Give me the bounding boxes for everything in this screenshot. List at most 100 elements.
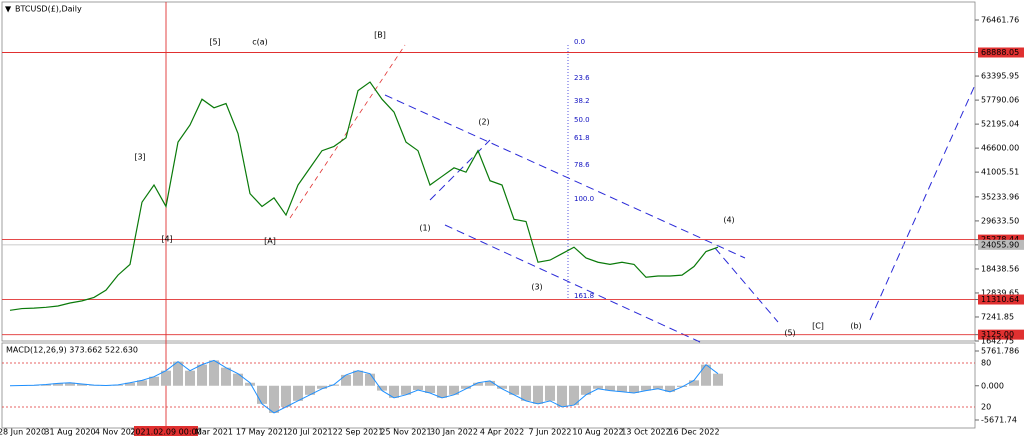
x-tick-label: Mar 2021 (195, 428, 233, 437)
fib-label: 78.6 (574, 161, 590, 169)
macd-bar (653, 385, 663, 389)
macd-bar (353, 370, 363, 386)
macd-bar (221, 367, 231, 386)
macd-bar (497, 385, 507, 389)
macd-bar (53, 383, 63, 386)
wave-label: [B] (374, 31, 386, 40)
macd-bar (389, 385, 399, 398)
y-tick-label: 41005.51 (981, 168, 1019, 177)
channel-line (869, 84, 976, 321)
y-tick-label: 25278.44 (981, 235, 1019, 244)
macd-bar (581, 385, 591, 395)
macd-bar (689, 380, 699, 386)
macd-bar (149, 376, 159, 386)
macd-bar (185, 370, 195, 386)
macd-bar (557, 385, 567, 407)
chart-title: BTCUSD(£),Daily (15, 5, 82, 14)
y-tick-label: 29633.50 (981, 216, 1019, 225)
x-tick-label: 2021.02.09 00:00 (130, 428, 201, 437)
x-tick-label: 17 May 2021 (236, 428, 288, 437)
level-box (978, 329, 1024, 340)
y-tick-label: 57790.06 (981, 96, 1019, 105)
x-tick-label: 20 Jul 2021 (287, 428, 332, 437)
macd-bar (677, 385, 687, 387)
macd-bar (341, 374, 351, 386)
wave-label: [C] (812, 322, 824, 331)
macd-bar (209, 360, 219, 386)
wave-label: c(a) (252, 38, 268, 47)
y-tick-label: 18438.56 (981, 264, 1019, 273)
wave-label: (1) (419, 224, 430, 233)
macd-bar (293, 385, 303, 401)
y-tick-label: 24055.90 (981, 240, 1019, 249)
wave-label: (b) (850, 322, 861, 331)
wave-label: (5) (784, 329, 795, 338)
level-box (978, 234, 1024, 245)
macd-bar (437, 385, 447, 398)
macd-bar (77, 383, 87, 386)
x-tick-label: 16 Dec 2022 (668, 428, 719, 437)
channel-line (714, 247, 779, 323)
wave-label: [5] (209, 38, 220, 47)
macd-bar (413, 385, 423, 390)
crosshair-box (134, 426, 198, 436)
macd-bar (461, 385, 471, 389)
level-box (978, 294, 1024, 305)
wave-label: (2) (478, 118, 489, 127)
macd-bar (365, 373, 375, 386)
fib-label: 100.0 (574, 195, 594, 203)
x-tick-label: 10 Aug 2022 (572, 428, 623, 437)
macd-bar (197, 364, 207, 386)
wave-label: [3] (134, 153, 145, 162)
macd-bar (521, 385, 531, 401)
macd-bar (473, 382, 483, 386)
macd-bar (605, 385, 615, 391)
fib-label: 23.6 (574, 74, 590, 82)
macd-bar (305, 385, 315, 395)
wave-label: [4] (161, 235, 172, 244)
x-tick-label: 25 Nov 2021 (380, 428, 431, 437)
fib-label: 161.8 (574, 292, 594, 300)
main-frame (1, 1, 976, 342)
channel-line (384, 94, 746, 259)
macd-bar (401, 385, 411, 395)
y-tick-label: 68888.05 (981, 48, 1019, 57)
macd-bar (65, 382, 75, 386)
fib-label: 0.0 (574, 38, 585, 46)
macd-tick-label: 0.000 (981, 381, 1004, 390)
macd-bar (137, 380, 147, 386)
macd-level-label: 20 (981, 403, 991, 412)
wave-label: (3) (531, 283, 542, 292)
macd-bar (425, 385, 435, 393)
macd-bar (545, 385, 555, 401)
macd-bar (617, 385, 627, 392)
macd-bar (629, 385, 639, 393)
macd-bar (245, 382, 255, 386)
price-line (9, 81, 719, 311)
x-tick-label: 7 Jun 2022 (528, 428, 571, 437)
macd-bar (485, 380, 495, 386)
x-tick-label: 4 Nov 2020 (95, 428, 141, 437)
x-tick-label: 28 Jun 2020 (0, 428, 46, 437)
y-tick-label: 11310.64 (981, 295, 1019, 304)
macd-bar (173, 361, 183, 386)
fib-label: 38.2 (574, 97, 590, 105)
macd-level-label: 80 (981, 359, 991, 368)
macd-bar (41, 384, 51, 386)
macd-bar (257, 385, 267, 404)
y-tick-label: 12839.65 (981, 288, 1019, 297)
macd-bar (665, 385, 675, 392)
current-box (978, 239, 1024, 250)
fib-label: 61.8 (574, 134, 590, 142)
macd-bar (233, 373, 243, 386)
macd-tick-label: 5761.786 (981, 346, 1019, 355)
macd-bar (509, 385, 519, 395)
macd-bar (593, 385, 603, 389)
macd-bar (713, 373, 723, 386)
macd-title: MACD(12,26,9) 373.662 522.630 (6, 346, 138, 355)
x-tick-label: 13 Oct 2022 (621, 428, 670, 437)
y-tick-label: 52195.04 (981, 120, 1019, 129)
x-tick-label: 22 Sep 2021 (333, 428, 384, 437)
